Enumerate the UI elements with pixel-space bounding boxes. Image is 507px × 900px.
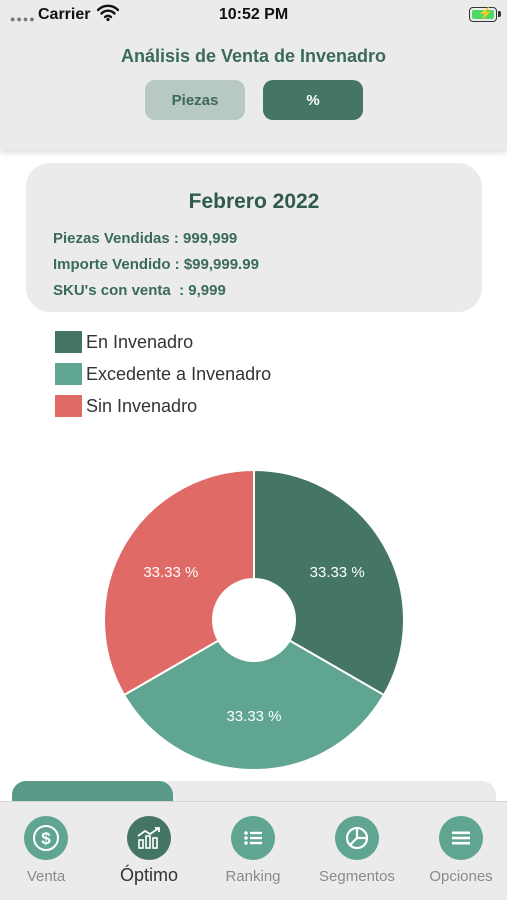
summary-sku-con-venta: SKU's con venta : 9,999	[53, 282, 226, 299]
page-title: Análisis de Venta de Invenadro	[120, 46, 387, 66]
status-bar: ●●●● Carrier 10:52 PM ⚡	[0, 0, 507, 30]
tab-venta[interactable]: $ Venta	[0, 802, 96, 900]
battery-level	[472, 10, 494, 19]
tab-label: Opciones	[429, 868, 493, 885]
status-time: 10:52 PM	[218, 6, 289, 23]
carrier-label: Carrier	[38, 6, 91, 23]
legend-label: Sin Invenadro	[86, 396, 198, 416]
legend-label: En Invenadro	[86, 332, 194, 352]
tab-bar: $ Venta Óptimo	[0, 801, 507, 900]
donut-chart: 33.33 % 33.33 % 33.33 %	[103, 468, 405, 770]
wifi-icon	[96, 4, 120, 27]
legend-swatch	[55, 331, 82, 353]
tab-optimo[interactable]: Óptimo	[99, 802, 199, 900]
donut-hole	[212, 578, 296, 662]
pie-slice-label: 33.33 %	[143, 564, 198, 581]
battery-icon: ⚡	[469, 6, 501, 22]
tab-label: Venta	[26, 868, 66, 885]
segment-piezas-button[interactable]: Piezas	[145, 80, 245, 120]
summary-importe-vendido: Importe Vendido : $99,999.99	[53, 256, 259, 273]
pie-slice-excedente[interactable]	[122, 618, 386, 770]
legend-item-excedente: Excedente a Invenadro	[55, 363, 355, 387]
legend-item-en-invenadro: En Invenadro	[55, 331, 355, 355]
legend-swatch	[55, 395, 82, 417]
summary-card: Febrero 2022 Piezas Vendidas : 999,999 I…	[26, 163, 482, 312]
tab-segmentos[interactable]: Segmentos	[307, 802, 407, 900]
pie-slice-label: 33.33 %	[310, 564, 365, 581]
tab-label: Segmentos	[319, 868, 395, 885]
signal-dots-icon: ●●●●	[10, 14, 36, 24]
tab-label: Óptimo	[119, 865, 179, 885]
period-title: Febrero 2022	[188, 190, 320, 213]
summary-piezas-vendidas: Piezas Vendidas : 999,999	[53, 230, 238, 247]
menu-icon	[439, 816, 483, 860]
dollar-icon: $	[24, 816, 68, 860]
legend-swatch	[55, 363, 82, 385]
pie-slice-label: 33.33 %	[226, 708, 281, 725]
charging-bolt-icon: ⚡	[478, 6, 493, 20]
segment-percent-button[interactable]: %	[263, 80, 363, 120]
tab-label: Ranking	[225, 868, 281, 885]
chart-trend-icon	[127, 816, 171, 860]
list-icon	[231, 816, 275, 860]
tab-opciones[interactable]: Opciones	[411, 802, 507, 900]
legend-label: Excedente a Invenadro	[86, 364, 272, 384]
tab-ranking[interactable]: Ranking	[203, 802, 303, 900]
legend-item-sin-invenadro: Sin Invenadro	[55, 395, 355, 419]
header: Análisis de Venta de Invenadro Piezas %	[0, 30, 507, 150]
svg-text:$: $	[41, 829, 51, 848]
pie-chart-icon	[335, 816, 379, 860]
